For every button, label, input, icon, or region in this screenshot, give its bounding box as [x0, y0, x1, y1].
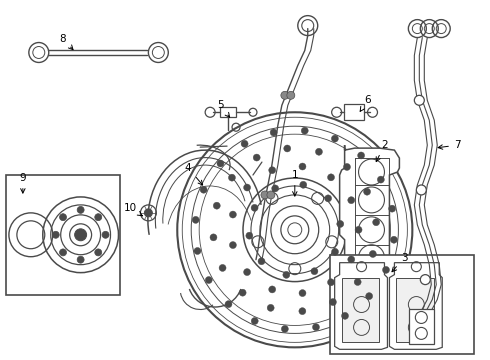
Circle shape — [348, 197, 355, 204]
Circle shape — [355, 226, 362, 233]
Circle shape — [213, 202, 220, 209]
Polygon shape — [335, 263, 388, 349]
Circle shape — [327, 279, 335, 286]
Circle shape — [269, 286, 276, 293]
Text: 1: 1 — [292, 170, 298, 196]
Circle shape — [52, 231, 59, 238]
Bar — [220, 107, 236, 117]
Circle shape — [95, 214, 102, 221]
Circle shape — [331, 135, 339, 142]
Circle shape — [244, 269, 250, 275]
Circle shape — [366, 293, 372, 300]
Circle shape — [354, 279, 361, 285]
Circle shape — [415, 95, 424, 105]
Circle shape — [299, 163, 306, 170]
Circle shape — [261, 191, 269, 199]
Circle shape — [228, 174, 235, 181]
Circle shape — [337, 220, 344, 228]
Bar — [342, 278, 379, 342]
Polygon shape — [390, 263, 442, 349]
Circle shape — [300, 181, 307, 188]
Bar — [409, 310, 434, 345]
Circle shape — [416, 185, 426, 195]
Circle shape — [301, 127, 308, 134]
Text: 9: 9 — [20, 173, 26, 193]
Circle shape — [364, 188, 370, 195]
Circle shape — [299, 308, 306, 315]
Circle shape — [241, 140, 248, 147]
Circle shape — [253, 154, 260, 161]
Text: 7: 7 — [438, 140, 461, 150]
Circle shape — [205, 276, 212, 284]
Circle shape — [267, 191, 275, 199]
Text: 2: 2 — [376, 140, 388, 162]
Circle shape — [244, 184, 250, 191]
Circle shape — [102, 231, 109, 238]
Circle shape — [251, 204, 258, 211]
Circle shape — [239, 289, 246, 296]
Circle shape — [77, 206, 84, 213]
Circle shape — [225, 301, 232, 308]
Circle shape — [391, 236, 397, 243]
Circle shape — [267, 304, 274, 311]
Text: 5: 5 — [217, 100, 230, 117]
Circle shape — [377, 176, 384, 183]
Circle shape — [219, 265, 226, 271]
Circle shape — [77, 256, 84, 263]
Text: 6: 6 — [360, 95, 371, 111]
Bar — [330, 255, 474, 354]
Circle shape — [420, 275, 430, 285]
Circle shape — [145, 209, 152, 217]
Circle shape — [389, 205, 395, 212]
Circle shape — [192, 216, 199, 223]
Circle shape — [383, 266, 390, 273]
Polygon shape — [340, 145, 399, 272]
Circle shape — [246, 232, 253, 239]
Circle shape — [258, 258, 265, 265]
Circle shape — [348, 256, 355, 263]
Circle shape — [60, 249, 67, 256]
Circle shape — [343, 163, 350, 170]
Circle shape — [270, 129, 277, 136]
Text: 10: 10 — [124, 203, 143, 216]
Text: 8: 8 — [59, 33, 73, 50]
Circle shape — [281, 325, 288, 332]
Circle shape — [210, 234, 217, 241]
Circle shape — [217, 160, 224, 167]
Bar — [343, 104, 364, 120]
Bar — [6, 175, 121, 294]
Circle shape — [60, 214, 67, 221]
Circle shape — [281, 91, 289, 99]
Text: 3: 3 — [392, 253, 408, 272]
Circle shape — [311, 268, 318, 275]
Circle shape — [316, 148, 322, 155]
Circle shape — [200, 186, 207, 193]
Circle shape — [269, 167, 276, 174]
Circle shape — [325, 195, 332, 202]
Circle shape — [332, 248, 339, 255]
Circle shape — [229, 242, 236, 248]
Circle shape — [287, 91, 295, 99]
Circle shape — [373, 219, 380, 226]
Circle shape — [369, 251, 376, 257]
Circle shape — [271, 185, 279, 192]
Circle shape — [329, 298, 337, 306]
Circle shape — [74, 229, 87, 241]
Circle shape — [299, 289, 306, 297]
Text: 4: 4 — [185, 163, 203, 185]
Circle shape — [358, 152, 365, 159]
Circle shape — [95, 249, 102, 256]
Circle shape — [229, 211, 236, 218]
Circle shape — [342, 312, 348, 319]
Circle shape — [283, 271, 290, 278]
Circle shape — [194, 247, 201, 255]
Bar — [396, 278, 434, 342]
Circle shape — [251, 318, 258, 324]
Circle shape — [284, 145, 291, 152]
Circle shape — [327, 174, 335, 181]
Circle shape — [313, 324, 319, 330]
